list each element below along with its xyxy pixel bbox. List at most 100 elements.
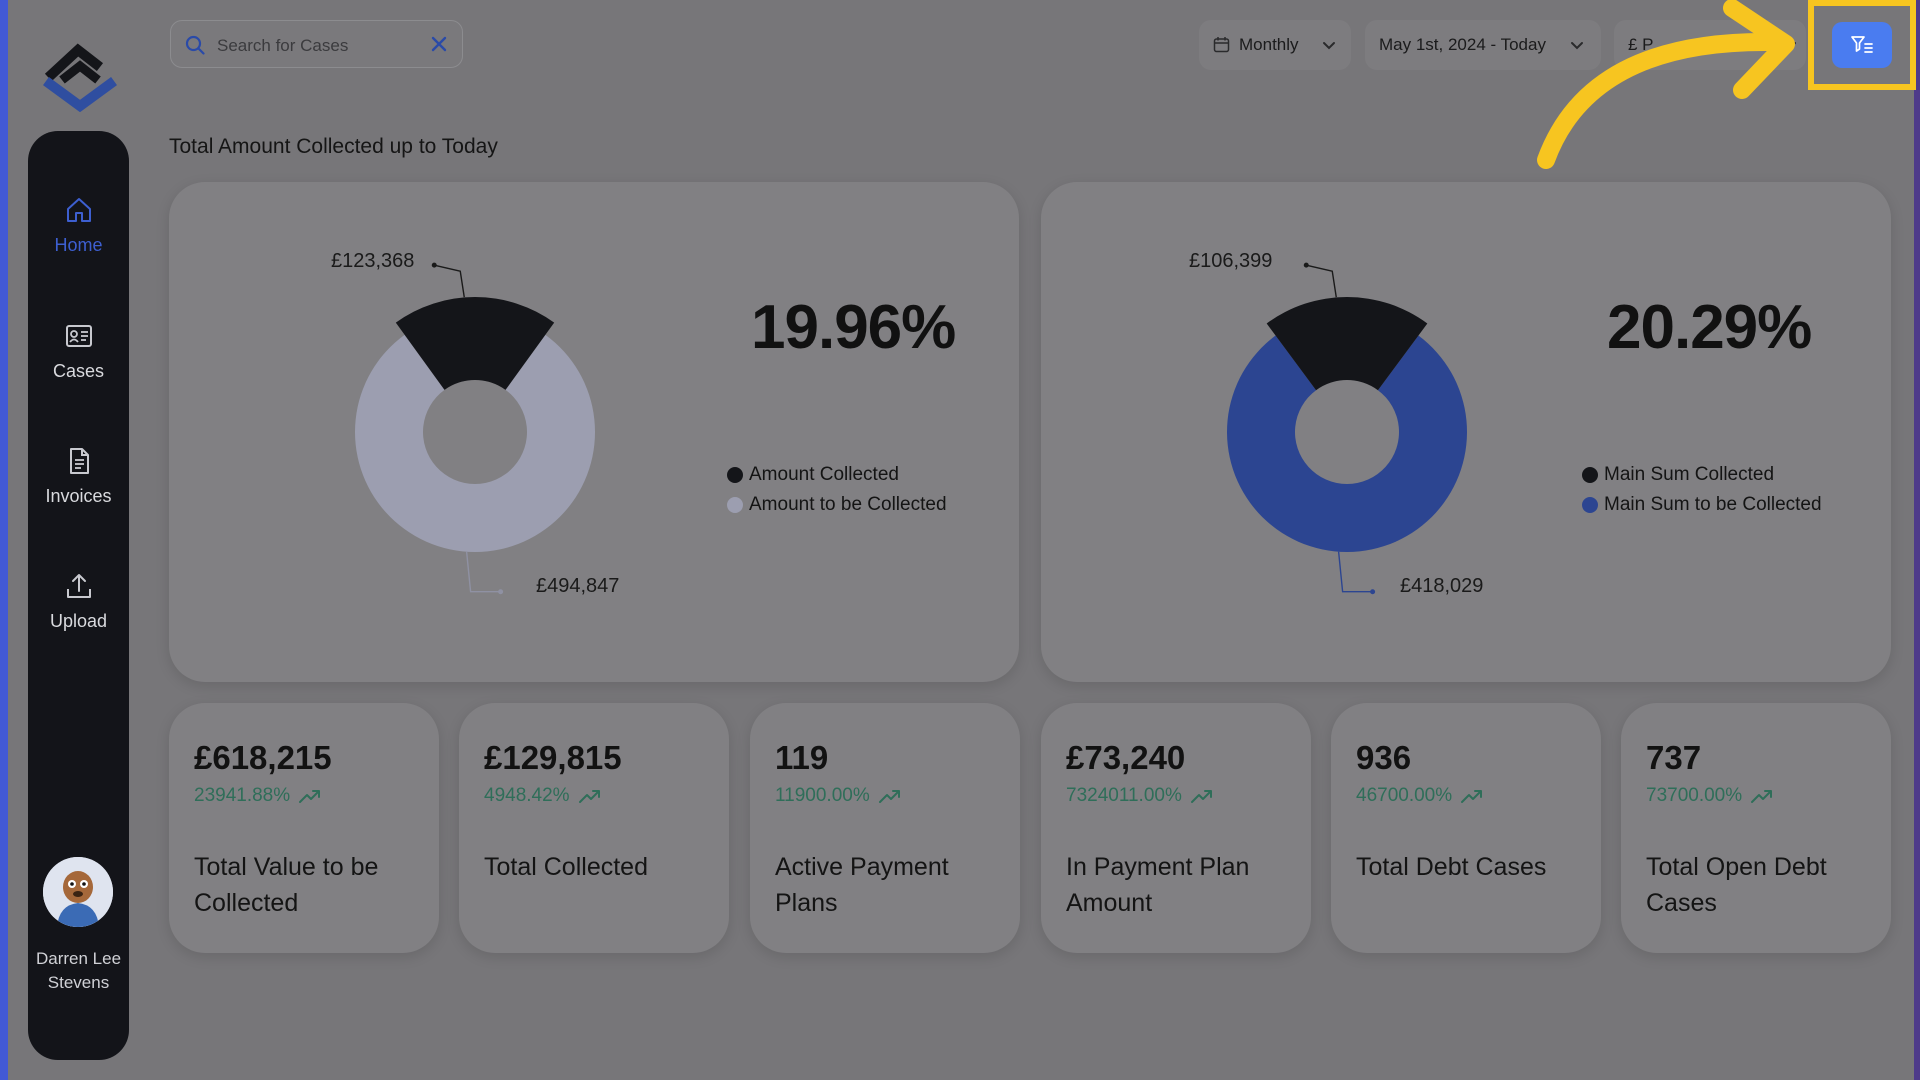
trend-up-icon <box>1751 790 1773 803</box>
stat-change-value: 11900.00% <box>775 785 870 806</box>
stat-change-value: 4948.42% <box>484 785 570 806</box>
filter-icon <box>1851 36 1873 53</box>
trend-up-icon <box>1461 790 1483 803</box>
right-edge-strip <box>1914 0 1920 1080</box>
legend-dot-icon <box>1582 497 1598 513</box>
sidebar-item-cases[interactable]: Cases <box>28 321 129 382</box>
leader-line-top-dot <box>431 262 437 268</box>
stat-card-plan-amount[interactable]: £73,240 7324011.00% In Payment Plan Amou… <box>1041 703 1311 953</box>
main-sum-chart-card: £106,399 £418,029 20.29% Main Sum Collec… <box>1041 182 1891 682</box>
legend-item-remaining: Amount to be Collected <box>727 490 947 520</box>
remaining-value-label: £494,847 <box>536 575 620 597</box>
sidebar-item-label: Cases <box>52 361 105 381</box>
filter-highlight-box <box>1808 0 1916 90</box>
chart-legend: Main Sum Collected Main Sum to be Collec… <box>1582 460 1822 520</box>
trend-up-icon <box>578 790 600 803</box>
collected-value-label: £123,368 <box>331 250 415 272</box>
stat-change-value: 7324011.00% <box>1066 785 1182 806</box>
remaining-value-label: £418,029 <box>1400 575 1484 597</box>
stat-change-value: 46700.00% <box>1356 785 1453 806</box>
period-select[interactable]: Monthly <box>1199 20 1351 70</box>
donut-slice-collected[interactable] <box>395 297 555 390</box>
chevron-down-icon <box>1571 42 1583 50</box>
calendar-icon <box>1213 37 1230 53</box>
stat-value: £618,215 <box>194 739 332 776</box>
legend-label: Main Sum to be Collected <box>1604 494 1822 515</box>
stat-value: 119 <box>775 739 829 776</box>
section-title: Total Amount Collected up to Today <box>169 135 498 158</box>
donut-chart <box>355 262 595 595</box>
app-logo-icon[interactable] <box>40 40 120 112</box>
donut-slice-remaining[interactable] <box>355 334 595 552</box>
leader-line-bottom-dot <box>498 589 504 595</box>
leader-line-bottom-dot <box>1370 589 1376 595</box>
sidebar-item-label: Home <box>54 235 103 255</box>
collected-value-label: £106,399 <box>1189 250 1273 272</box>
avatar[interactable] <box>43 857 113 927</box>
stat-change: 46700.00% <box>1356 785 1484 807</box>
legend-item-collected: Amount Collected <box>727 460 947 490</box>
left-edge-strip <box>0 0 8 1080</box>
leader-line-top-dot <box>1303 262 1309 268</box>
search-box <box>170 20 463 68</box>
stat-change-value: 73700.00% <box>1646 785 1743 806</box>
trend-up-icon <box>299 790 321 803</box>
stat-label: Total Debt Cases <box>1356 853 1547 881</box>
sidebar-item-upload[interactable]: Upload <box>28 571 129 632</box>
stat-change: 23941.88% <box>194 785 322 807</box>
user-avatar-icon <box>43 857 113 927</box>
stat-value: 737 <box>1646 739 1702 776</box>
donut-slice-remaining[interactable] <box>1227 335 1467 552</box>
filter-button[interactable] <box>1832 22 1892 68</box>
chevron-down-icon <box>1323 42 1335 50</box>
stat-card-open-debt-cases[interactable]: 737 73700.00% Total Open Debt Cases <box>1621 703 1891 953</box>
legend-label: Amount Collected <box>749 464 899 485</box>
collection-chart-card: £123,368 £494,847 19.96% Amount Collecte… <box>169 182 1019 682</box>
search-input[interactable] <box>215 31 419 61</box>
stat-label: Total Open Debt Cases <box>1646 853 1827 917</box>
stat-change-value: 23941.88% <box>194 785 291 806</box>
legend-dot-icon <box>727 497 743 513</box>
stat-change: 11900.00% <box>775 785 902 807</box>
legend-label: Amount to be Collected <box>749 494 947 515</box>
leader-line-top <box>434 264 465 298</box>
legend-dot-icon <box>1582 467 1598 483</box>
stat-value: 936 <box>1356 739 1412 776</box>
stat-change: 73700.00% <box>1646 785 1774 807</box>
legend-item-remaining: Main Sum to be Collected <box>1582 490 1822 520</box>
trend-up-icon <box>878 790 900 803</box>
stat-card-active-plans[interactable]: 119 11900.00% Active Payment Plans <box>750 703 1020 953</box>
document-icon <box>69 448 89 474</box>
legend-label: Main Sum Collected <box>1604 464 1775 485</box>
donut-slice-collected[interactable] <box>1266 297 1428 391</box>
legend-dot-icon <box>727 467 743 483</box>
stat-change: 7324011.00% <box>1066 785 1214 807</box>
sidebar-item-home[interactable]: Home <box>28 195 129 256</box>
period-value: Monthly <box>1239 35 1299 54</box>
stat-value: £73,240 <box>1066 739 1186 776</box>
stat-value: £129,815 <box>484 739 622 776</box>
leader-line-bottom <box>465 551 501 593</box>
sidebar-item-invoices[interactable]: Invoices <box>28 446 129 507</box>
sidebar-item-label: Upload <box>49 611 108 631</box>
stat-card-total-collected[interactable]: £129,815 4948.42% Total Collected <box>459 703 729 953</box>
leader-line-top <box>1306 264 1337 298</box>
id-card-icon <box>65 325 92 347</box>
chart-legend: Amount Collected Amount to be Collected <box>727 460 947 520</box>
search-icon <box>185 35 205 55</box>
legend-item-collected: Main Sum Collected <box>1582 460 1822 490</box>
stat-card-total-value[interactable]: £618,215 23941.88% Total Value to be Col… <box>169 703 439 953</box>
stat-card-debt-cases[interactable]: 936 46700.00% Total Debt Cases <box>1331 703 1601 953</box>
donut-chart <box>1227 262 1467 595</box>
stat-label: In Payment Plan Amount <box>1066 853 1250 917</box>
date-range-select[interactable]: May 1st, 2024 - Today <box>1365 20 1601 70</box>
stat-label: Active Payment Plans <box>775 853 949 917</box>
close-icon[interactable] <box>430 35 448 53</box>
leader-line-bottom <box>1337 551 1373 593</box>
user-name: Darren Lee Stevens <box>35 949 122 992</box>
sidebar-item-label: Invoices <box>45 486 112 506</box>
date-range-value: May 1st, 2024 - Today <box>1379 35 1546 54</box>
sidebar: Home Cases Invoices Upload <box>28 131 129 1060</box>
upload-icon <box>66 574 91 598</box>
stat-label: Total Value to be Collected <box>194 853 379 917</box>
